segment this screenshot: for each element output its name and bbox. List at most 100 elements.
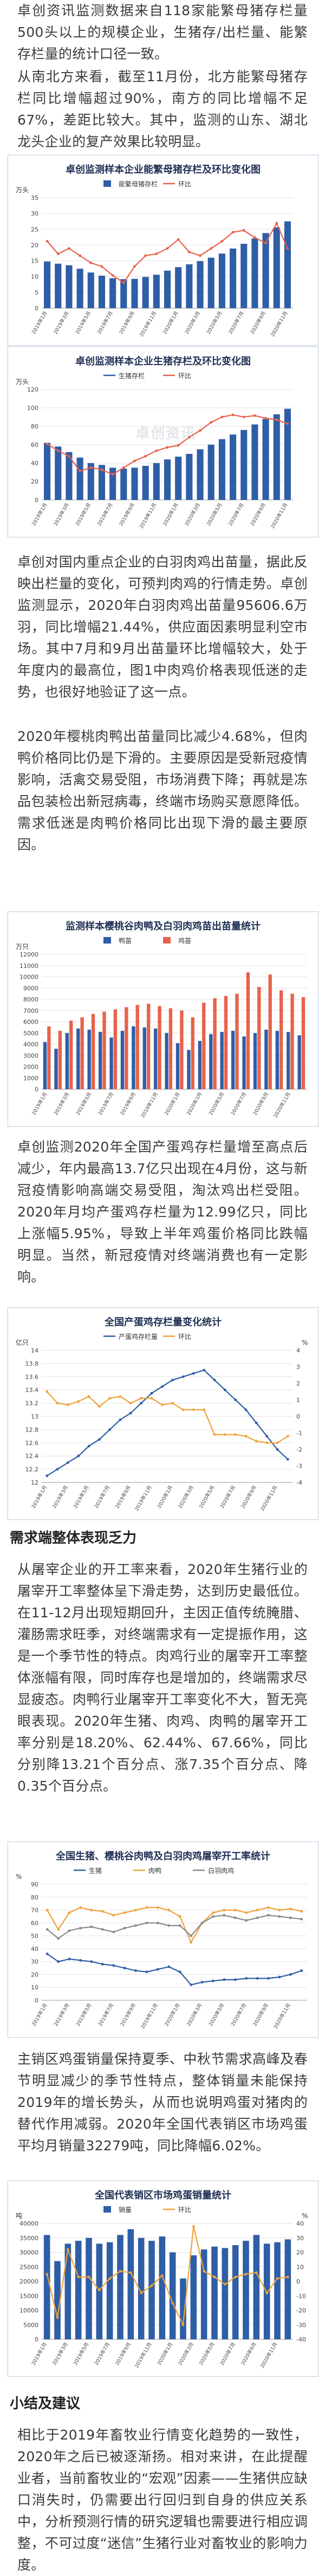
bar-chicken (47, 1026, 51, 1089)
bar-duck (142, 1027, 146, 1089)
data-point (212, 1979, 214, 1982)
data-point (212, 1911, 214, 1914)
data-point (178, 1924, 181, 1927)
y2-tick-label: -4 (296, 1479, 302, 1486)
data-point (90, 1909, 93, 1911)
y2-tick-label: 0 (296, 1413, 300, 1420)
bar (66, 452, 73, 500)
data-point (68, 1911, 71, 1914)
y2-tick-label: 0 (296, 2278, 300, 2285)
bar (186, 264, 193, 308)
data-point (77, 2275, 80, 2279)
y-tick-label: 14 (31, 1347, 38, 1354)
x-tick-label: 2019年3月 (52, 310, 70, 335)
data-point (155, 449, 158, 452)
bar-duck (98, 1032, 102, 1089)
bar (131, 278, 138, 308)
bar (64, 2243, 72, 2339)
data-point (89, 466, 93, 469)
data-point (112, 1964, 115, 1967)
data-point (255, 1440, 258, 1443)
y-axis-unit: 万头 (16, 186, 29, 194)
data-point (278, 1909, 281, 1911)
data-point (190, 1934, 193, 1937)
y-tick-label: 1000 (23, 1075, 38, 1082)
bar-chicken (135, 1005, 139, 1089)
y-axis-unit: 亿只 (16, 1338, 29, 1346)
y-tick-label: 20 (31, 242, 38, 249)
data-point (167, 1924, 171, 1927)
data-point (245, 1919, 248, 1922)
data-point (66, 1461, 69, 1464)
y2-tick-label: 10 (296, 2263, 304, 2271)
bar-chicken (102, 1011, 106, 1089)
data-point (79, 1906, 82, 1909)
data-point (108, 1397, 112, 1400)
y-tick-label: 25000 (20, 2263, 38, 2271)
data-point (190, 1983, 193, 1986)
series-line (47, 1369, 289, 1476)
y-tick-label: 90 (31, 1881, 38, 1888)
bar (98, 275, 106, 308)
data-point (181, 1375, 185, 1378)
bar (284, 408, 291, 500)
data-point (178, 1915, 181, 1918)
legend-label: 环比 (178, 2206, 191, 2214)
bar-duck (297, 1035, 301, 1089)
data-point (155, 252, 158, 256)
x-tick-label: 2020年9月 (249, 502, 267, 527)
data-point (134, 1909, 137, 1911)
x-tick-label: 2019年7月 (96, 310, 114, 335)
x-tick-label: 2019年7月 (97, 1091, 115, 1116)
bar-duck (109, 1037, 113, 1089)
data-point (267, 1906, 270, 1909)
y-tick-label: 13.8 (25, 1360, 39, 1367)
data-point (244, 2273, 248, 2276)
data-point (133, 265, 136, 268)
bar (232, 2245, 239, 2339)
y-tick-label: 30000 (20, 2249, 38, 2256)
data-point (276, 1441, 279, 1445)
data-point (187, 250, 191, 253)
data-point (145, 1921, 148, 1924)
y-tick-label: 6000 (23, 1019, 38, 1026)
data-point (119, 1395, 122, 1398)
bar (109, 467, 116, 500)
data-point (87, 1445, 90, 1448)
chart-title: 卓创监测样本企业能繁母猪存栏及环比变化图 (66, 164, 261, 175)
x-tick-label: 2020年1月 (163, 1091, 181, 1116)
chart-title: 全国代表销区市场鸡蛋销量统计 (94, 2189, 231, 2201)
data-point (160, 1385, 164, 1388)
y2-tick-label: -2 (296, 1446, 302, 1453)
data-point (112, 1930, 115, 1934)
legend-swatch (103, 2206, 111, 2213)
bar-chicken (290, 993, 294, 1089)
bar (148, 2241, 155, 2339)
bar (96, 2243, 103, 2339)
y-tick-label: 13.2 (25, 1400, 39, 1407)
data-point (68, 247, 70, 250)
y-tick-label: 80 (31, 1894, 38, 1901)
bar (243, 2241, 249, 2339)
x-tick-label: 2019年5月 (75, 1091, 93, 1116)
y2-tick-label: -20 (296, 2307, 306, 2314)
bar (153, 275, 160, 308)
data-point (265, 1435, 269, 1437)
data-point (245, 1977, 248, 1980)
bar-chicken (125, 1007, 128, 1089)
data-point (167, 1909, 171, 1911)
data-point (213, 1433, 216, 1436)
bar-chicken (69, 1020, 73, 1089)
series-line (47, 1907, 302, 1944)
data-point (46, 1928, 49, 1931)
y-tick-label: 60 (31, 1920, 38, 1927)
y-tick-label: 5000 (23, 1030, 38, 1037)
bar-chicken (213, 998, 217, 1089)
data-point (200, 1981, 204, 1984)
chart-title: 监测样本樱桃谷肉鸭及白羽肉鸡苗出苗量统计 (66, 920, 261, 932)
x-tick-label: 2020年5月 (198, 1485, 216, 1510)
x-tick-label: 2019年1月 (30, 2002, 49, 2027)
data-point (242, 229, 245, 232)
x-tick-label: 2020年7月 (230, 2002, 248, 2027)
